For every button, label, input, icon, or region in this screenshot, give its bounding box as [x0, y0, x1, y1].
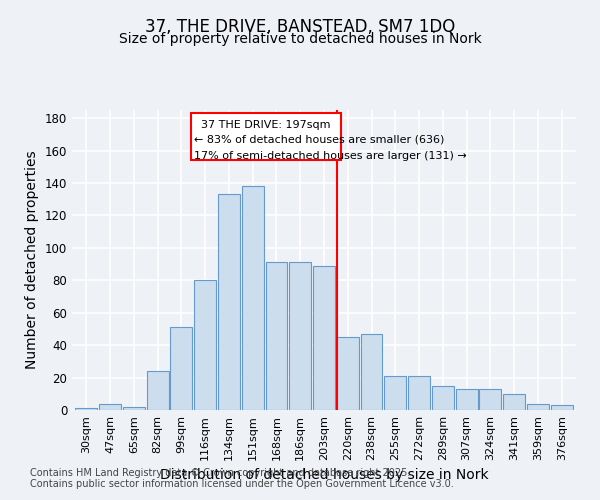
Bar [432, 386, 454, 410]
Bar [76, 408, 97, 410]
Bar [191, 113, 341, 160]
Text: ← 83% of detached houses are smaller (636): ← 83% of detached houses are smaller (63… [194, 134, 445, 144]
Bar [479, 389, 502, 410]
Text: 37 THE DRIVE: 197sqm: 37 THE DRIVE: 197sqm [201, 120, 331, 130]
Bar [289, 262, 311, 410]
Bar [170, 328, 192, 410]
Bar [123, 407, 145, 410]
Bar [456, 389, 478, 410]
Bar [503, 394, 525, 410]
Text: 37, THE DRIVE, BANSTEAD, SM7 1DQ: 37, THE DRIVE, BANSTEAD, SM7 1DQ [145, 18, 455, 36]
Bar [266, 262, 287, 410]
Bar [313, 266, 335, 410]
Bar [337, 337, 359, 410]
X-axis label: Distribution of detached houses by size in Nork: Distribution of detached houses by size … [160, 468, 488, 482]
Bar [242, 186, 263, 410]
Y-axis label: Number of detached properties: Number of detached properties [25, 150, 39, 370]
Text: Contains HM Land Registry data © Crown copyright and database right 2025.: Contains HM Land Registry data © Crown c… [30, 468, 410, 477]
Text: Contains public sector information licensed under the Open Government Licence v3: Contains public sector information licen… [30, 479, 454, 489]
Bar [408, 376, 430, 410]
Text: 17% of semi-detached houses are larger (131) →: 17% of semi-detached houses are larger (… [194, 150, 467, 160]
Text: Size of property relative to detached houses in Nork: Size of property relative to detached ho… [119, 32, 481, 46]
Bar [385, 376, 406, 410]
Bar [218, 194, 240, 410]
Bar [551, 405, 572, 410]
Bar [194, 280, 216, 410]
Bar [99, 404, 121, 410]
Bar [361, 334, 382, 410]
Bar [527, 404, 549, 410]
Bar [146, 371, 169, 410]
